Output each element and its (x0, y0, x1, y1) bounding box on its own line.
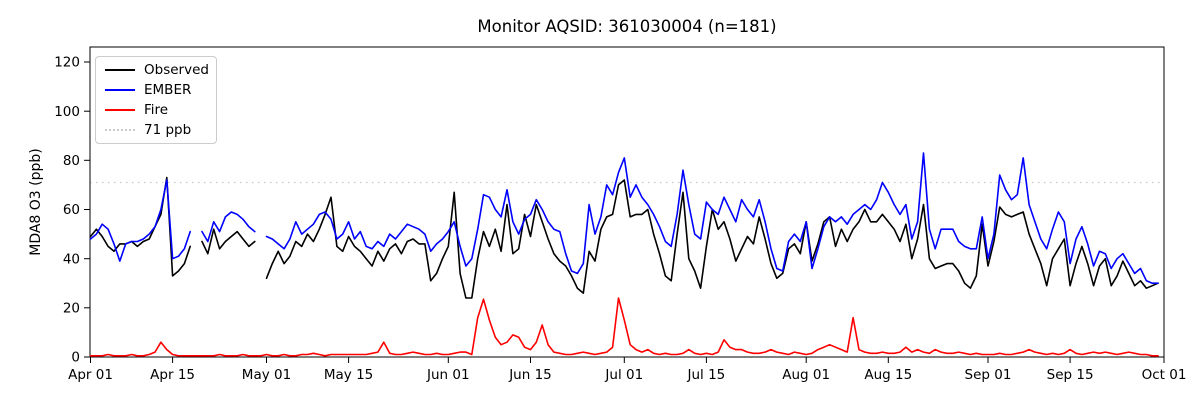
x-tick-label: Aug 15 (864, 367, 912, 383)
legend-line-sample-ember (105, 89, 135, 91)
x-tick-label: Jun 15 (508, 367, 552, 383)
x-tick-label: Jul 15 (687, 367, 726, 383)
legend-item-threshold: 71 ppb (96, 120, 216, 140)
y-tick-label: 120 (54, 55, 80, 71)
legend: Observed EMBER Fire 71 ppb (95, 56, 217, 144)
x-tick-label: Jun 01 (426, 367, 470, 383)
plot-border (89, 46, 1165, 358)
series-line-fire (89, 297, 1159, 357)
x-tick-label: Apr 15 (150, 367, 195, 383)
legend-label-observed: Observed (144, 62, 209, 78)
x-tick-label: Jul 01 (604, 367, 643, 383)
y-tick-label: 0 (71, 350, 80, 366)
x-tick-label: Sep 01 (965, 367, 1012, 383)
legend-line-sample-fire (105, 109, 135, 111)
legend-label-threshold: 71 ppb (144, 122, 192, 138)
chart-title: Monitor AQSID: 361030004 (n=181) (477, 17, 777, 36)
legend-line-sample-threshold (105, 129, 135, 131)
y-tick-label: 100 (54, 104, 80, 120)
legend-item-ember: EMBER (96, 80, 216, 100)
x-tick-label: Aug 01 (782, 367, 830, 383)
legend-item-fire: Fire (96, 100, 216, 120)
legend-item-observed: Observed (96, 60, 216, 80)
series-line-ember (89, 152, 1159, 284)
x-tick-label: Sep 15 (1047, 367, 1094, 383)
x-tick-label: May 15 (324, 367, 373, 383)
y-tick-label: 40 (63, 251, 80, 267)
x-tick-label: Apr 01 (68, 367, 113, 383)
legend-label-ember: EMBER (144, 82, 192, 98)
x-tick-label: May 01 (242, 367, 291, 383)
x-tick-label: Oct 01 (1142, 367, 1187, 383)
y-tick-label: 20 (63, 301, 80, 317)
y-tick-label: 60 (63, 202, 80, 218)
y-tick-label: 80 (63, 153, 80, 169)
legend-label-fire: Fire (144, 102, 169, 118)
legend-line-sample-observed (105, 69, 135, 71)
